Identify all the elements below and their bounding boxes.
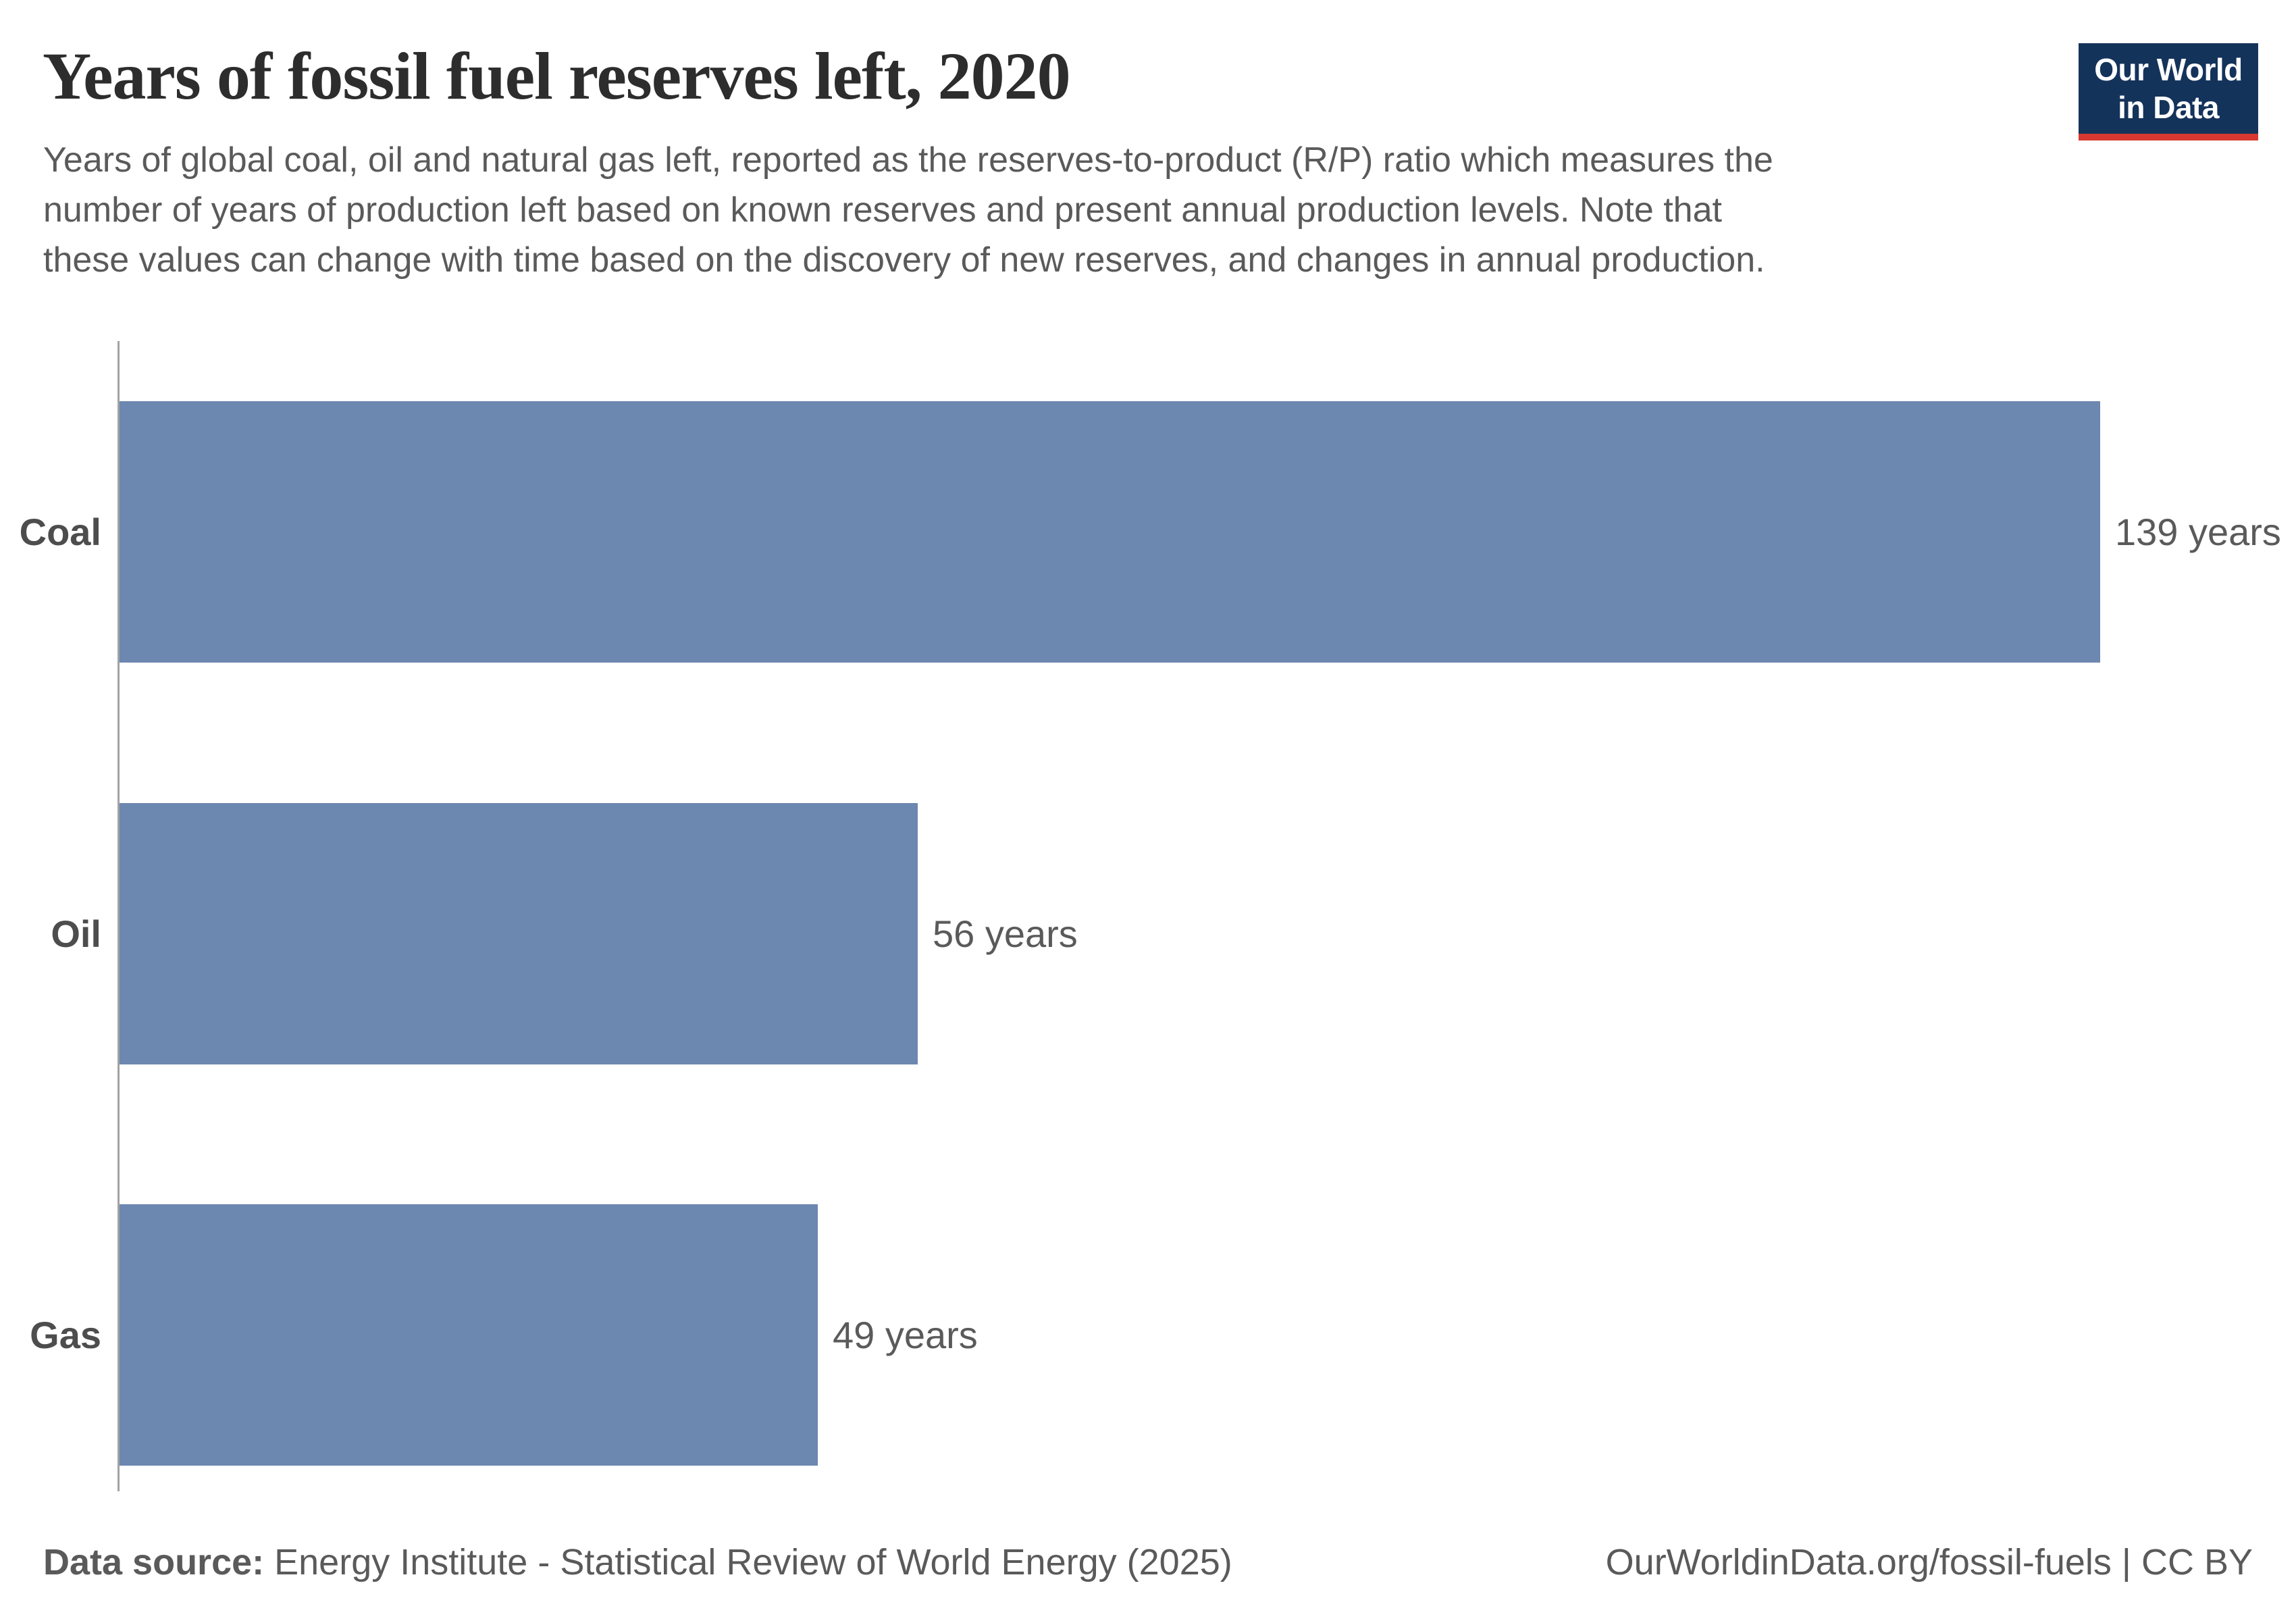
owid-logo: Our World in Data <box>2079 43 2258 140</box>
subtitle-line-1: Years of global coal, oil and natural ga… <box>43 140 1773 180</box>
bar-row-gas: 49 years <box>120 1204 978 1466</box>
data-source-label: Data source: <box>43 1542 265 1583</box>
value-label-oil: 56 years <box>933 912 1078 955</box>
footer: Data source: Energy Institute - Statisti… <box>43 1541 2253 1583</box>
data-source-note: Data source: Energy Institute - Statisti… <box>43 1541 1232 1583</box>
bar-row-coal: 139 years <box>120 401 2281 663</box>
subtitle-line-2: number of years of production left based… <box>43 190 1722 230</box>
owid-url-license: OurWorldinData.org/fossil-fuels | CC BY <box>1605 1542 2253 1583</box>
value-label-gas: 49 years <box>833 1314 978 1356</box>
owid-logo-line-1: Our World <box>2094 52 2243 87</box>
category-label-oil: Oil <box>51 912 101 955</box>
category-label-coal: Coal <box>19 511 101 553</box>
value-label-coal: 139 years <box>2115 511 2281 553</box>
subtitle-line-3: these values can change with time based … <box>43 240 1765 280</box>
chart-subtitle: Years of global coal, oil and natural ga… <box>43 135 1773 285</box>
bar-row-oil: 56 years <box>120 803 1078 1064</box>
chart-title: Years of fossil fuel reserves left, 2020 <box>43 38 1071 113</box>
data-source-text: Energy Institute - Statistical Review of… <box>264 1542 1232 1583</box>
bar-gas <box>120 1204 818 1466</box>
owid-logo-line-2: in Data <box>2118 90 2219 125</box>
y-axis-line <box>118 341 120 1491</box>
category-label-gas: Gas <box>30 1314 101 1356</box>
bar-oil <box>120 803 918 1064</box>
bar-coal <box>120 401 2100 663</box>
